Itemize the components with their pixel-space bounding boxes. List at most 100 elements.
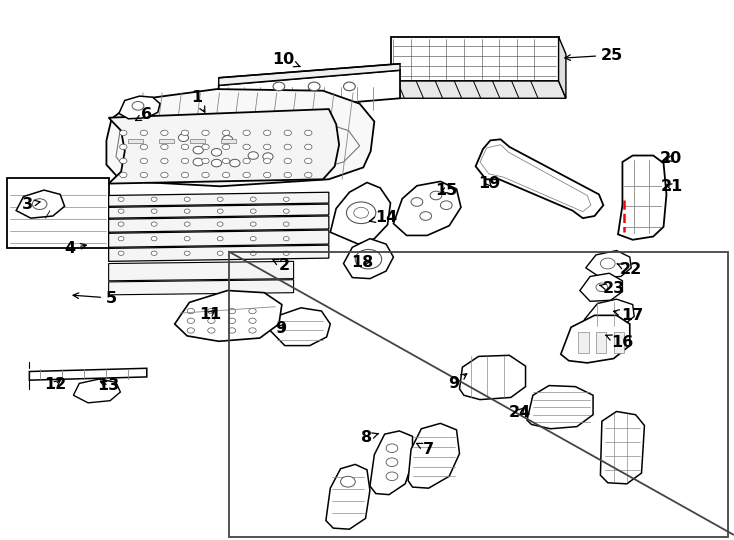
Ellipse shape [250,209,256,213]
Ellipse shape [193,146,203,154]
Ellipse shape [161,130,168,136]
Ellipse shape [187,308,195,314]
Ellipse shape [151,237,157,241]
Ellipse shape [243,130,250,136]
Polygon shape [330,183,390,244]
Text: 1: 1 [191,90,205,112]
Ellipse shape [354,207,368,218]
Ellipse shape [193,158,203,166]
Ellipse shape [208,328,215,333]
Ellipse shape [386,444,398,453]
Polygon shape [175,291,282,341]
Polygon shape [270,308,330,346]
Ellipse shape [264,144,271,150]
Ellipse shape [250,197,256,201]
Ellipse shape [161,158,168,164]
Ellipse shape [284,130,291,136]
Text: 18: 18 [352,255,374,270]
Polygon shape [119,96,160,119]
Ellipse shape [187,328,195,333]
Ellipse shape [386,472,398,481]
Ellipse shape [305,158,312,164]
Bar [229,252,728,537]
Text: 20: 20 [660,151,682,166]
Polygon shape [618,156,666,240]
Polygon shape [109,204,329,218]
Ellipse shape [202,158,209,164]
Ellipse shape [284,172,291,178]
Polygon shape [370,431,413,495]
Polygon shape [109,216,329,232]
Text: 4: 4 [64,241,87,256]
Ellipse shape [249,308,256,314]
Bar [190,139,205,143]
Polygon shape [344,239,393,279]
Ellipse shape [120,158,127,164]
Ellipse shape [217,222,223,226]
Ellipse shape [181,130,189,136]
Text: 7: 7 [417,442,435,457]
Ellipse shape [430,191,442,200]
Ellipse shape [600,258,615,269]
Text: 15: 15 [435,183,457,198]
Text: 9: 9 [275,321,286,336]
Ellipse shape [344,82,355,91]
Ellipse shape [283,197,289,201]
Text: 19: 19 [478,176,500,191]
Bar [578,332,589,353]
Ellipse shape [161,172,168,178]
Ellipse shape [120,144,127,150]
Ellipse shape [249,328,256,333]
Ellipse shape [228,318,236,323]
Ellipse shape [118,222,124,226]
Ellipse shape [346,202,376,224]
Ellipse shape [178,134,189,141]
Ellipse shape [118,209,124,213]
Ellipse shape [184,197,190,201]
Polygon shape [109,245,329,261]
Polygon shape [109,280,294,295]
Ellipse shape [184,222,190,226]
Polygon shape [16,190,65,218]
Polygon shape [476,139,603,218]
Ellipse shape [250,222,256,226]
Ellipse shape [151,222,157,226]
Text: 22: 22 [617,262,642,278]
Ellipse shape [250,237,256,241]
Ellipse shape [355,249,382,269]
Ellipse shape [217,209,223,213]
Ellipse shape [161,144,168,150]
Ellipse shape [181,144,189,150]
Ellipse shape [181,172,189,178]
Ellipse shape [249,318,256,323]
Ellipse shape [305,144,312,150]
Ellipse shape [283,237,289,241]
Ellipse shape [273,82,285,91]
Ellipse shape [243,144,250,150]
Ellipse shape [222,136,233,143]
Ellipse shape [411,198,423,206]
Polygon shape [600,411,644,484]
Ellipse shape [263,153,273,160]
Bar [391,37,559,81]
Ellipse shape [140,144,148,150]
Ellipse shape [120,130,127,136]
Bar [596,332,606,353]
Text: 17: 17 [614,308,644,323]
Ellipse shape [132,102,144,110]
Text: 13: 13 [98,378,120,393]
Ellipse shape [151,251,157,255]
Polygon shape [29,368,147,380]
Ellipse shape [202,130,209,136]
Polygon shape [109,192,329,206]
Ellipse shape [211,159,222,167]
Ellipse shape [264,130,271,136]
Ellipse shape [283,209,289,213]
Ellipse shape [283,222,289,226]
Ellipse shape [341,476,355,487]
Text: 14: 14 [369,210,397,225]
Ellipse shape [308,82,320,91]
Ellipse shape [187,318,195,323]
Polygon shape [326,464,370,529]
Ellipse shape [250,251,256,255]
